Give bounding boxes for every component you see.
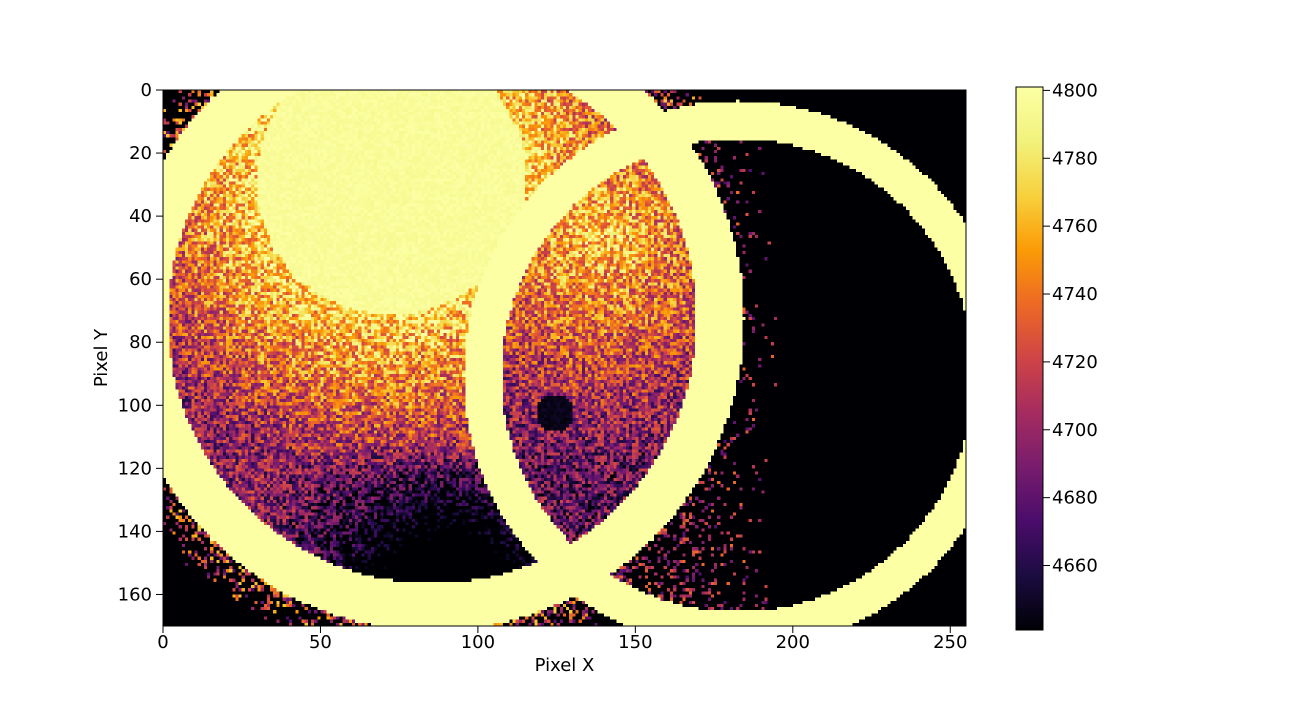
x-axis-label: Pixel X bbox=[535, 655, 595, 676]
x-tick-label: 250 bbox=[933, 632, 967, 653]
colorbar bbox=[1015, 86, 1044, 631]
colorbar-tick-label: 4780 bbox=[1052, 148, 1098, 169]
y-tick-label: 160 bbox=[118, 584, 152, 605]
x-axis: 0 50 100 150 200 250 bbox=[157, 626, 967, 653]
y-tick-label: 100 bbox=[118, 395, 152, 416]
x-tick-label: 150 bbox=[618, 632, 652, 653]
colorbar-tick-label: 4800 bbox=[1052, 80, 1098, 101]
plot-frame bbox=[162, 89, 967, 627]
y-tick-label: 80 bbox=[129, 332, 152, 353]
x-tick-label: 200 bbox=[776, 632, 810, 653]
x-tick-label: 0 bbox=[157, 632, 168, 653]
y-axis: 0 20 40 60 80 100 120 140 160 bbox=[118, 80, 163, 605]
y-tick-label: 60 bbox=[129, 269, 152, 290]
colorbar-tick-label: 4680 bbox=[1052, 488, 1098, 509]
y-tick-label: 120 bbox=[118, 458, 152, 479]
y-tick-label: 0 bbox=[141, 80, 152, 101]
colorbar-tick-label: 4720 bbox=[1052, 352, 1098, 373]
colorbar-tick-label: 4660 bbox=[1052, 556, 1098, 577]
y-axis-label: Pixel Y bbox=[91, 328, 112, 387]
heatmap-image bbox=[163, 90, 966, 626]
colorbar-tick-label: 4760 bbox=[1052, 216, 1098, 237]
colorbar-tick-label: 4740 bbox=[1052, 284, 1098, 305]
y-tick-label: 20 bbox=[129, 143, 152, 164]
y-tick-label: 40 bbox=[129, 206, 152, 227]
x-tick-label: 50 bbox=[309, 632, 332, 653]
colorbar-axis: 4660 4680 4700 4720 4740 4760 4780 4800 bbox=[1043, 80, 1098, 577]
colorbar-tick-label: 4700 bbox=[1052, 420, 1098, 441]
x-tick-label: 100 bbox=[461, 632, 495, 653]
y-tick-label: 140 bbox=[118, 521, 152, 542]
